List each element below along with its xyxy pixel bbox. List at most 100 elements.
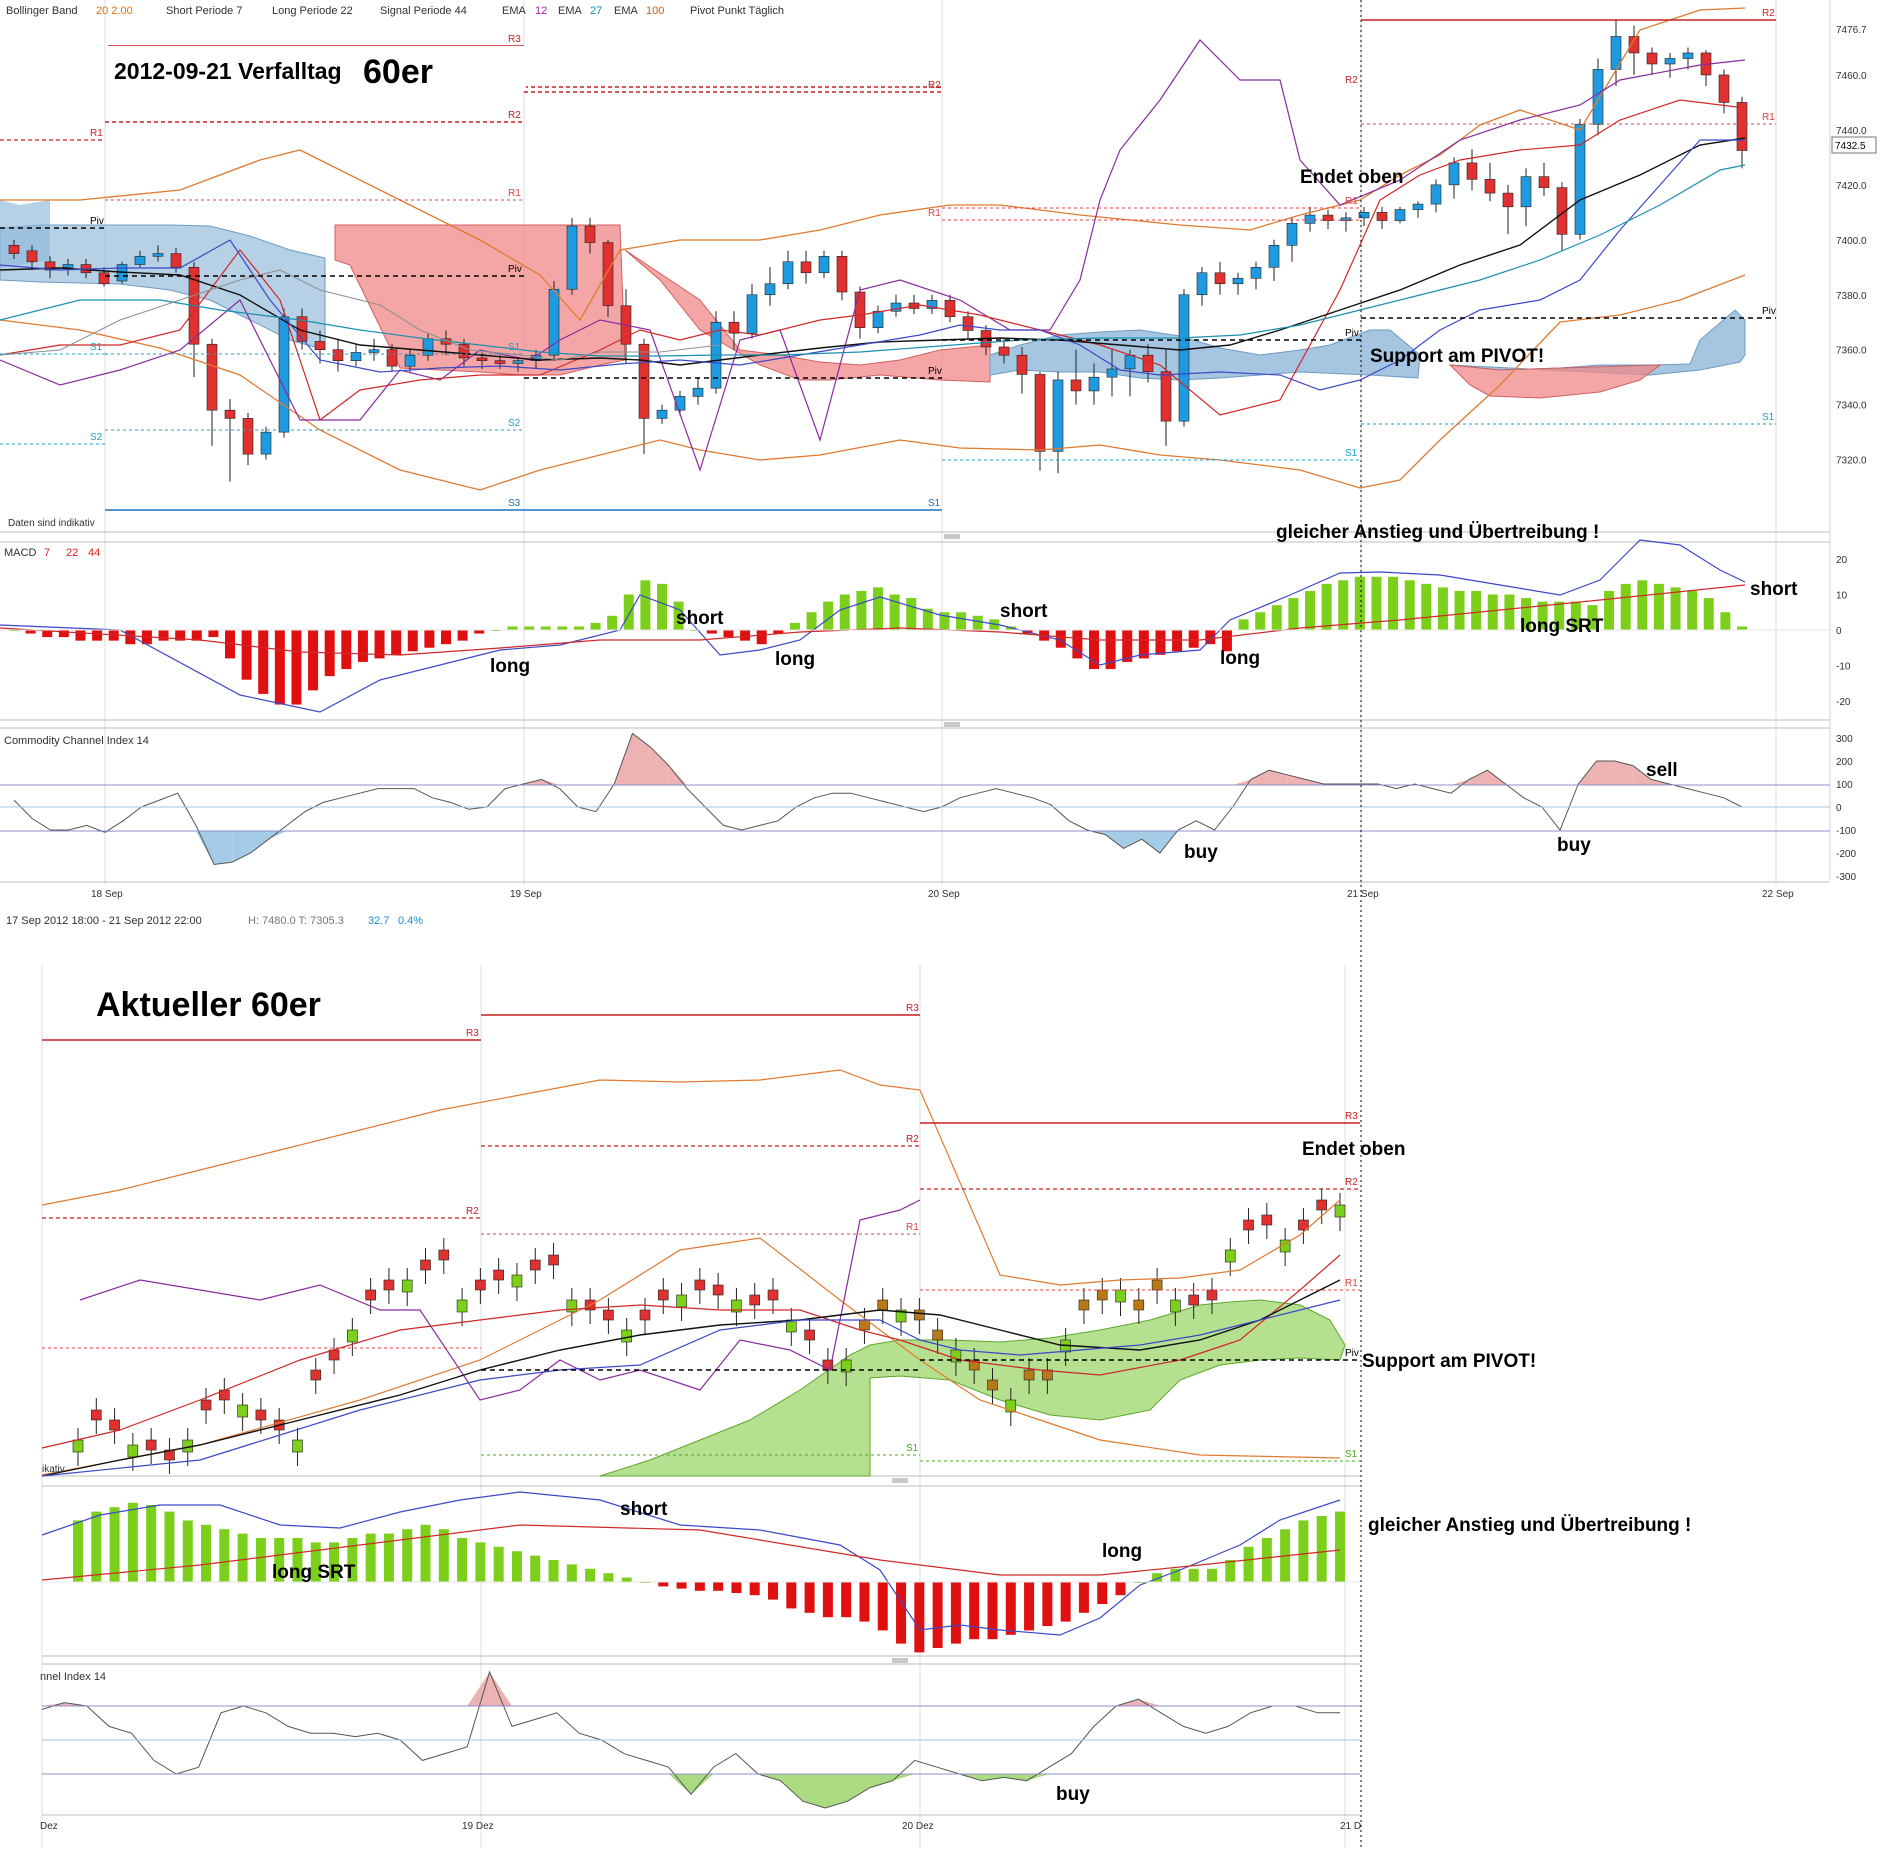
macd-bar [590, 622, 601, 630]
macd-bar [1055, 630, 1066, 648]
macd-bar [873, 587, 883, 630]
pivot-level-label: S1 [1345, 448, 1358, 459]
candle-body [404, 354, 416, 367]
bottom-candles-layer [72, 1188, 1346, 1474]
candle-body [1268, 245, 1280, 268]
chart-header: Bollinger Band 20 2.00 Short Periode 7 L… [6, 5, 784, 17]
candle-body [1682, 52, 1694, 59]
cci-reference-lines [0, 784, 1830, 832]
macd-bar [1537, 601, 1548, 630]
macd-bar [475, 1542, 486, 1582]
candle-body [476, 357, 488, 361]
macd-bar [341, 630, 352, 670]
cci-oversold-fill [870, 1774, 893, 1788]
candle-body [383, 1279, 395, 1291]
ema-12-line [79, 1199, 921, 1401]
pane-resize-handle[interactable] [892, 1658, 908, 1663]
macd-bar [274, 1538, 285, 1582]
status-change: 32.7 [368, 915, 389, 927]
macd-bar [740, 630, 751, 641]
cci-tick-label: -300 [1836, 872, 1856, 883]
macd-bar [676, 1582, 687, 1589]
pivot-level-label: Piv [1345, 1348, 1359, 1359]
macd-bar [1471, 590, 1482, 630]
macd-bar [291, 630, 302, 705]
top-chart-background [0, 0, 1898, 925]
macd-bar [391, 630, 402, 655]
candle-body [328, 1349, 340, 1361]
candle-body [401, 1279, 413, 1293]
macd-bar [219, 1529, 230, 1582]
macd-bar [292, 1538, 303, 1582]
macd-bar [1587, 605, 1598, 630]
candle-body [1124, 354, 1136, 370]
annotation-long-3: long [1220, 648, 1260, 669]
macd-bar [73, 1520, 83, 1582]
macd-bar [1097, 1582, 1108, 1604]
macd-bar [773, 630, 784, 634]
annotation-support-pivot-bottom: Support am PIVOT! [1362, 1351, 1536, 1372]
candle-body [674, 396, 686, 411]
macd-bar [939, 612, 950, 630]
candle-body [1430, 184, 1442, 205]
candle-body [127, 1444, 139, 1458]
pane-resize-handle[interactable] [944, 722, 960, 727]
candle-body [456, 1299, 468, 1313]
macd-bar [420, 1524, 431, 1582]
pane-resize-handle[interactable] [892, 1478, 908, 1483]
macd-bar [731, 1582, 742, 1593]
pane-resize-handle[interactable] [944, 534, 960, 539]
bollinger-upper-line [0, 7, 1746, 322]
time-tick-label: 20 Sep [928, 889, 960, 900]
time-tick-label: 18 Sep [91, 889, 123, 900]
macd-bar [274, 630, 285, 705]
macd-tick-label: 20 [1836, 555, 1848, 566]
cci-overbought-fill [1632, 765, 1652, 785]
macd-bar [1243, 1546, 1254, 1582]
time-axis-top: 18 Sep 19 Sep 20 Sep 21 Sep 22 Sep [91, 889, 1794, 900]
macd-bar [713, 1582, 724, 1591]
price-tick-label: 7400.0 [1836, 236, 1867, 247]
macd-bar [438, 1529, 449, 1582]
macd-bar [1205, 630, 1216, 645]
candle-body [1096, 1289, 1108, 1301]
candle-body [368, 349, 380, 353]
macd-bar [1421, 583, 1432, 630]
macd-bar [1089, 630, 1099, 670]
macd-label: MACD [4, 547, 36, 559]
macd-bar [1005, 1582, 1016, 1635]
cci-line-bottom [41, 1670, 1340, 1809]
candle-body [1106, 368, 1118, 378]
candle-body [1188, 1294, 1199, 1306]
cci-line-top [13, 732, 1743, 866]
candle-body [134, 255, 146, 265]
macd-bar [607, 615, 618, 630]
candle-body [1196, 272, 1208, 296]
candle-body [98, 272, 110, 285]
macd-blue-line [41, 1491, 1341, 1636]
candle-body [1160, 371, 1172, 422]
macd-bar [424, 630, 435, 648]
macd-tick-label: 0 [1836, 626, 1842, 637]
price-tick-label: 7360.0 [1836, 346, 1867, 357]
macd-bar [158, 630, 169, 641]
candle-body [818, 255, 830, 274]
candle-body [1034, 374, 1046, 452]
candle-body [767, 1289, 779, 1301]
macd-bar [357, 630, 368, 662]
pivot-level-label: S1 [1762, 412, 1775, 423]
candle-body [90, 1409, 102, 1421]
macd-bar [889, 594, 900, 630]
pivot-level-label: R3 [906, 1003, 919, 1014]
candle-body [854, 291, 866, 329]
macd-bar [540, 626, 551, 630]
candle-body [638, 343, 650, 419]
bottom-pivot-lines: R3 R3 R3 R2 R2 R2 R1 R1 Piv S1 S1 [42, 1003, 1360, 1462]
candle-body [1358, 212, 1370, 219]
macd-bar [1072, 630, 1083, 659]
candle-body [1232, 277, 1244, 285]
cci-oversold-fill [668, 1774, 691, 1795]
candle-body [1224, 1249, 1236, 1263]
candle-body [296, 316, 308, 342]
candle-body [656, 409, 668, 419]
